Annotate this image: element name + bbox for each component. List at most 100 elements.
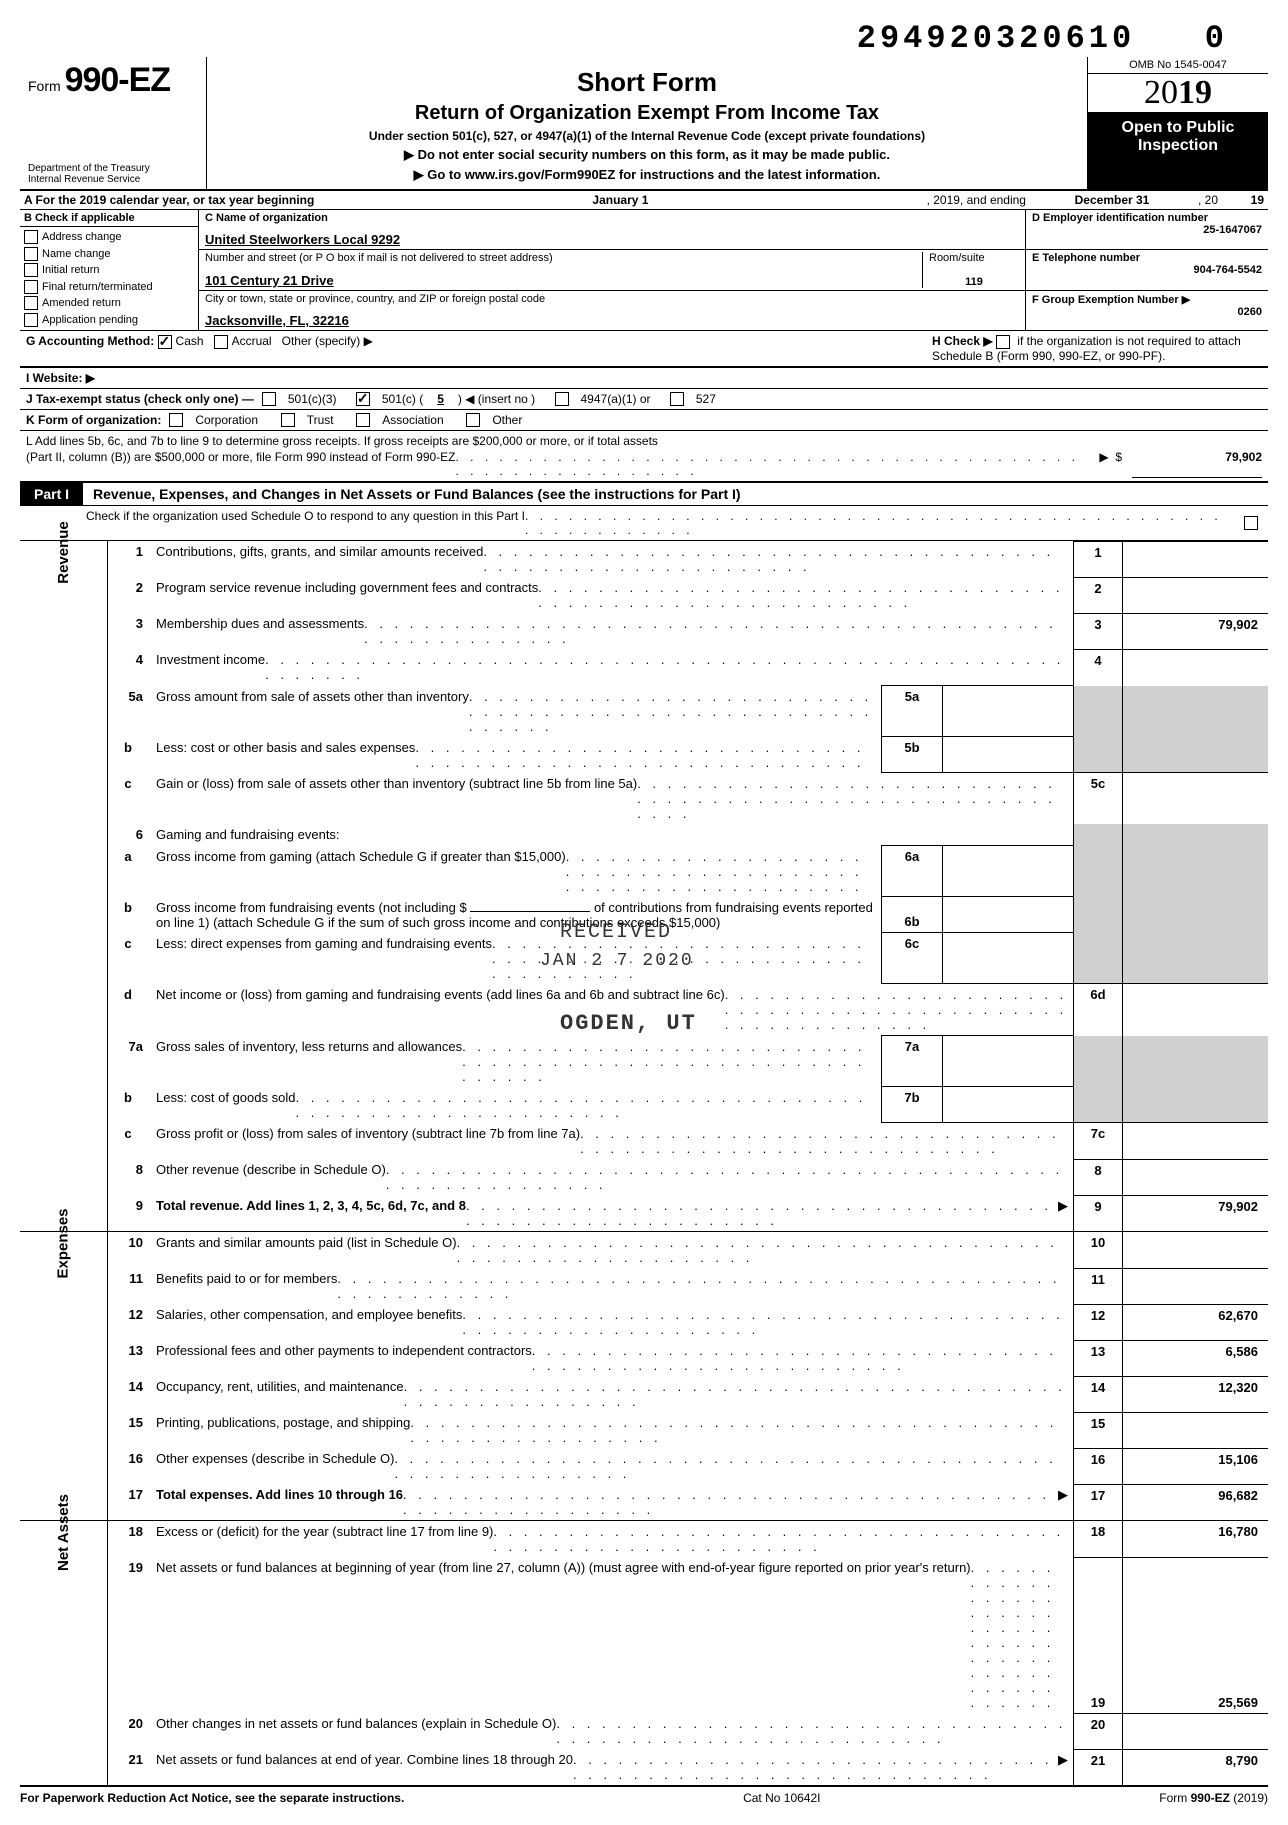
- chk-h[interactable]: [996, 335, 1010, 349]
- g-accrual: Accrual: [232, 334, 272, 348]
- inline-val: [943, 933, 1074, 984]
- c-addr-label: Number and street (or P O box if mail is…: [205, 252, 912, 264]
- h-label: H Check ▶: [932, 334, 993, 348]
- line-num: c: [107, 773, 151, 825]
- lines-table: Revenue 1 Contributions, gifts, grants, …: [20, 541, 1268, 1786]
- shaded-cell: [1074, 933, 1123, 984]
- row-k-form-org: K Form of organization: Corporation Trus…: [20, 410, 1268, 431]
- tax-year: 2019: [1088, 74, 1268, 113]
- inline-val: [943, 846, 1074, 897]
- line-rnum: 2: [1074, 577, 1123, 613]
- title-box: Short Form Return of Organization Exempt…: [207, 57, 1087, 189]
- part1-check-text: Check if the organization used Schedule …: [86, 509, 525, 537]
- dept-treasury: Department of the Treasury Internal Reve…: [28, 163, 198, 185]
- e-value: 904-764-5542: [1032, 264, 1262, 276]
- row-a-begin: January 1: [320, 193, 920, 207]
- col-cde: C Name of organization United Steelworke…: [199, 210, 1268, 330]
- line-rnum: 4: [1074, 649, 1123, 686]
- line-rnum: 15: [1074, 1412, 1123, 1448]
- line-desc: Printing, publications, postage, and shi…: [156, 1415, 410, 1445]
- line-num: 7a: [107, 1036, 151, 1087]
- j-527: 527: [696, 392, 716, 406]
- line-desc: Salaries, other compensation, and employ…: [156, 1307, 462, 1337]
- chk-501c[interactable]: [356, 392, 370, 406]
- line-desc: Contributions, gifts, grants, and simila…: [156, 544, 483, 574]
- top-scan-code: 294920320610 0: [20, 20, 1268, 57]
- line-val: [1123, 773, 1269, 825]
- chk-application-pending[interactable]: Application pending: [24, 312, 194, 329]
- row-j-tax-status: J Tax-exempt status (check only one) — 5…: [20, 388, 1268, 410]
- line-desc: Other expenses (describe in Schedule O): [156, 1451, 394, 1481]
- dots: [525, 509, 1236, 537]
- chk-527[interactable]: [670, 392, 684, 406]
- j-insert-val: 5: [431, 392, 450, 406]
- line-val: [1123, 577, 1269, 613]
- chk-accrual[interactable]: [214, 335, 228, 349]
- line-val: 96,682: [1123, 1484, 1269, 1521]
- line-num: 15: [107, 1412, 151, 1448]
- line-rnum: 19: [1074, 1557, 1123, 1713]
- dept-line2: Internal Revenue Service: [28, 174, 198, 185]
- shaded-cell: [1123, 933, 1269, 984]
- part1-check-row: Check if the organization used Schedule …: [20, 506, 1268, 541]
- chk-part1-scho[interactable]: [1244, 516, 1258, 530]
- chk-cash[interactable]: [158, 335, 172, 349]
- k-assoc: Association: [382, 413, 443, 427]
- line-val: 6,586: [1123, 1340, 1269, 1376]
- chk-k-other[interactable]: [466, 413, 480, 427]
- chk-trust[interactable]: [281, 413, 295, 427]
- shaded-cell: [1123, 897, 1269, 933]
- line-rnum: 9: [1074, 1195, 1123, 1232]
- line-desc: Gross sales of inventory, less returns a…: [156, 1039, 462, 1084]
- line-desc: Other revenue (describe in Schedule O): [156, 1162, 386, 1192]
- shaded-cell: [1123, 1087, 1269, 1123]
- g-other: Other (specify) ▶: [282, 334, 373, 348]
- chk-initial-return[interactable]: Initial return: [24, 262, 194, 279]
- part1-label: Part I: [20, 483, 83, 505]
- line-rnum: 13: [1074, 1340, 1123, 1376]
- line-rnum: 6d: [1074, 984, 1123, 1036]
- row-g-h: G Accounting Method: Cash Accrual Other …: [20, 331, 1268, 367]
- line-num: 6: [107, 824, 151, 846]
- section-bcdef: B Check if applicable Address change Nam…: [20, 210, 1268, 331]
- row-a-mid: , 2019, and ending: [927, 193, 1026, 207]
- k-label: K Form of organization:: [26, 413, 161, 427]
- chk-address-change[interactable]: Address change: [24, 229, 194, 246]
- chk-amended-return[interactable]: Amended return: [24, 295, 194, 312]
- line-num: 18: [107, 1521, 151, 1558]
- chk-4947[interactable]: [555, 392, 569, 406]
- title-note-ssn: ▶ Do not enter social security numbers o…: [219, 147, 1075, 163]
- b-header: B Check if applicable: [20, 210, 198, 227]
- line-rnum: 12: [1074, 1304, 1123, 1340]
- chk-corp[interactable]: [169, 413, 183, 427]
- inline-val: [943, 897, 1074, 933]
- d-value: 25-1647067: [1032, 224, 1262, 236]
- chk-501c3[interactable]: [262, 392, 276, 406]
- line-num: 11: [107, 1268, 151, 1304]
- line-val: 12,320: [1123, 1376, 1269, 1412]
- line-desc: Gross income from fundraising events (no…: [156, 900, 467, 915]
- j-insert: ) ◀ (insert no ): [458, 392, 535, 406]
- inline-box: 5a: [882, 686, 943, 737]
- line-num: 8: [107, 1159, 151, 1195]
- line-desc: Less: cost of goods sold: [156, 1090, 295, 1120]
- line-num: b: [107, 897, 151, 933]
- shaded-cell: [1074, 846, 1123, 897]
- omb-number: OMB No 1545-0047: [1088, 57, 1268, 74]
- line-desc: Occupancy, rent, utilities, and maintena…: [156, 1379, 404, 1409]
- chk-name-change[interactable]: Name change: [24, 246, 194, 263]
- line-num: 10: [107, 1232, 151, 1269]
- chk-final-return[interactable]: Final return/terminated: [24, 279, 194, 296]
- chk-assoc[interactable]: [356, 413, 370, 427]
- line-desc: Gross income from gaming (attach Schedul…: [156, 849, 566, 894]
- line-num: a: [107, 846, 151, 897]
- line-rnum: 21: [1074, 1749, 1123, 1785]
- l-text2: (Part II, column (B)) are $500,000 or mo…: [26, 450, 456, 478]
- title-note-url: ▶ Go to www.irs.gov/Form990EZ for instru…: [219, 167, 1075, 183]
- line-num: 20: [107, 1713, 151, 1749]
- scan-code-suffix: 0: [1205, 20, 1228, 57]
- e-phone: E Telephone number 904-764-5542: [1025, 250, 1268, 289]
- line-val: [1123, 1268, 1269, 1304]
- j-501c3: 501(c)(3): [288, 392, 337, 406]
- line-desc: Total expenses. Add lines 10 through 16: [156, 1487, 403, 1502]
